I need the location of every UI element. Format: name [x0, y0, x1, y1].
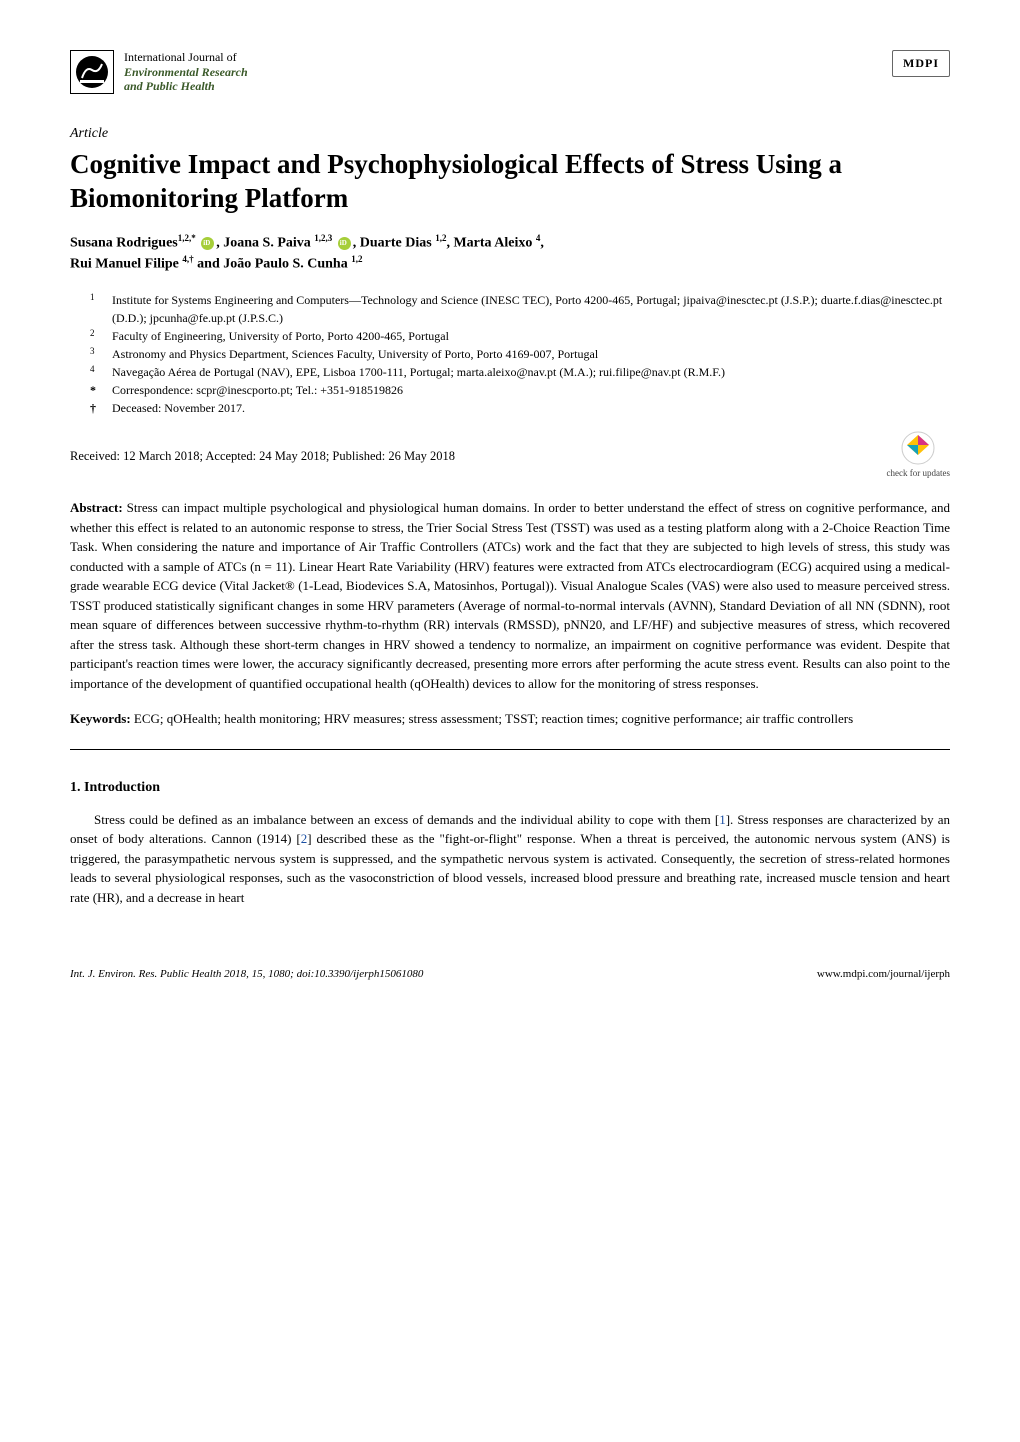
- deceased-note: † Deceased: November 2017.: [90, 399, 950, 417]
- keywords-label: Keywords:: [70, 711, 131, 726]
- section-divider: [70, 749, 950, 750]
- affiliations-block: 1 Institute for Systems Engineering and …: [90, 291, 950, 417]
- journal-line2: Environmental Research: [124, 65, 248, 79]
- author-2-sup: 1,2,3: [314, 233, 332, 243]
- affil-text: Faculty of Engineering, University of Po…: [112, 327, 449, 345]
- author-1-star: *: [191, 233, 196, 243]
- affil-dagger: †: [90, 399, 100, 417]
- check-updates-badge[interactable]: check for updates: [887, 431, 950, 480]
- keywords: Keywords: ECG; qOHealth; health monitori…: [70, 709, 950, 729]
- affil-num: 2: [90, 327, 100, 345]
- journal-block: International Journal of Environmental R…: [70, 50, 248, 94]
- article-type: Article: [70, 124, 950, 144]
- affiliation-3: 3 Astronomy and Physics Department, Scie…: [90, 345, 950, 363]
- correspondence: * Correspondence: scpr@inescporto.pt; Te…: [90, 381, 950, 399]
- journal-line1: International Journal of: [124, 50, 248, 64]
- affil-text: Navegação Aérea de Portugal (NAV), EPE, …: [112, 363, 725, 381]
- author-3: , Duarte Dias: [353, 235, 432, 250]
- journal-line3: and Public Health: [124, 79, 248, 93]
- affil-num: 3: [90, 345, 100, 363]
- affil-num: 4: [90, 363, 100, 381]
- author-3-sup: 1,2: [435, 233, 446, 243]
- abstract-label: Abstract:: [70, 500, 123, 515]
- crossmark-icon: [901, 431, 935, 465]
- orcid-icon[interactable]: [338, 237, 351, 250]
- author-6: and João Paulo S. Cunha: [194, 257, 348, 272]
- article-title: Cognitive Impact and Psychophysiological…: [70, 148, 950, 216]
- section-heading: 1. Introduction: [70, 778, 950, 798]
- abstract-text: Stress can impact multiple psychological…: [70, 500, 950, 691]
- author-6-sup: 1,2: [351, 254, 362, 264]
- deceased-text: Deceased: November 2017.: [112, 399, 245, 417]
- dates-row: Received: 12 March 2018; Accepted: 24 Ma…: [70, 431, 950, 480]
- body-paragraph: Stress could be defined as an imbalance …: [70, 810, 950, 908]
- page-footer: Int. J. Environ. Res. Public Health 2018…: [70, 967, 950, 983]
- publisher-logo: MDPI: [892, 50, 950, 77]
- affil-star: *: [90, 381, 100, 399]
- body-text-1a: Stress could be defined as an imbalance …: [94, 812, 719, 827]
- affil-num: 1: [90, 291, 100, 327]
- affil-text: Institute for Systems Engineering and Co…: [112, 291, 950, 327]
- author-2: , Joana S. Paiva: [216, 235, 311, 250]
- orcid-icon[interactable]: [201, 237, 214, 250]
- affiliation-4: 4 Navegação Aérea de Portugal (NAV), EPE…: [90, 363, 950, 381]
- author-5-sup: 4,†: [182, 254, 193, 264]
- affiliation-1: 1 Institute for Systems Engineering and …: [90, 291, 950, 327]
- author-1: Susana Rodrigues: [70, 235, 178, 250]
- author-4-sup: 4: [536, 233, 541, 243]
- footer-url: www.mdpi.com/journal/ijerph: [817, 967, 950, 983]
- affiliation-2: 2 Faculty of Engineering, University of …: [90, 327, 950, 345]
- author-4: , Marta Aleixo: [446, 235, 532, 250]
- journal-name: International Journal of Environmental R…: [124, 50, 248, 93]
- check-updates-label: check for updates: [887, 467, 950, 480]
- affil-text: Astronomy and Physics Department, Scienc…: [112, 345, 598, 363]
- authors-line: Susana Rodrigues1,2,* , Joana S. Paiva 1…: [70, 232, 950, 275]
- author-5: Rui Manuel Filipe: [70, 257, 179, 272]
- keywords-text: ECG; qOHealth; health monitoring; HRV me…: [131, 711, 853, 726]
- journal-logo-icon: [70, 50, 114, 94]
- correspondence-text: Correspondence: scpr@inescporto.pt; Tel.…: [112, 381, 403, 399]
- abstract: Abstract: Stress can impact multiple psy…: [70, 498, 950, 693]
- publication-dates: Received: 12 March 2018; Accepted: 24 Ma…: [70, 447, 455, 465]
- author-1-sup: 1,2,: [178, 233, 192, 243]
- footer-citation: Int. J. Environ. Res. Public Health 2018…: [70, 967, 423, 983]
- header-row: International Journal of Environmental R…: [70, 50, 950, 94]
